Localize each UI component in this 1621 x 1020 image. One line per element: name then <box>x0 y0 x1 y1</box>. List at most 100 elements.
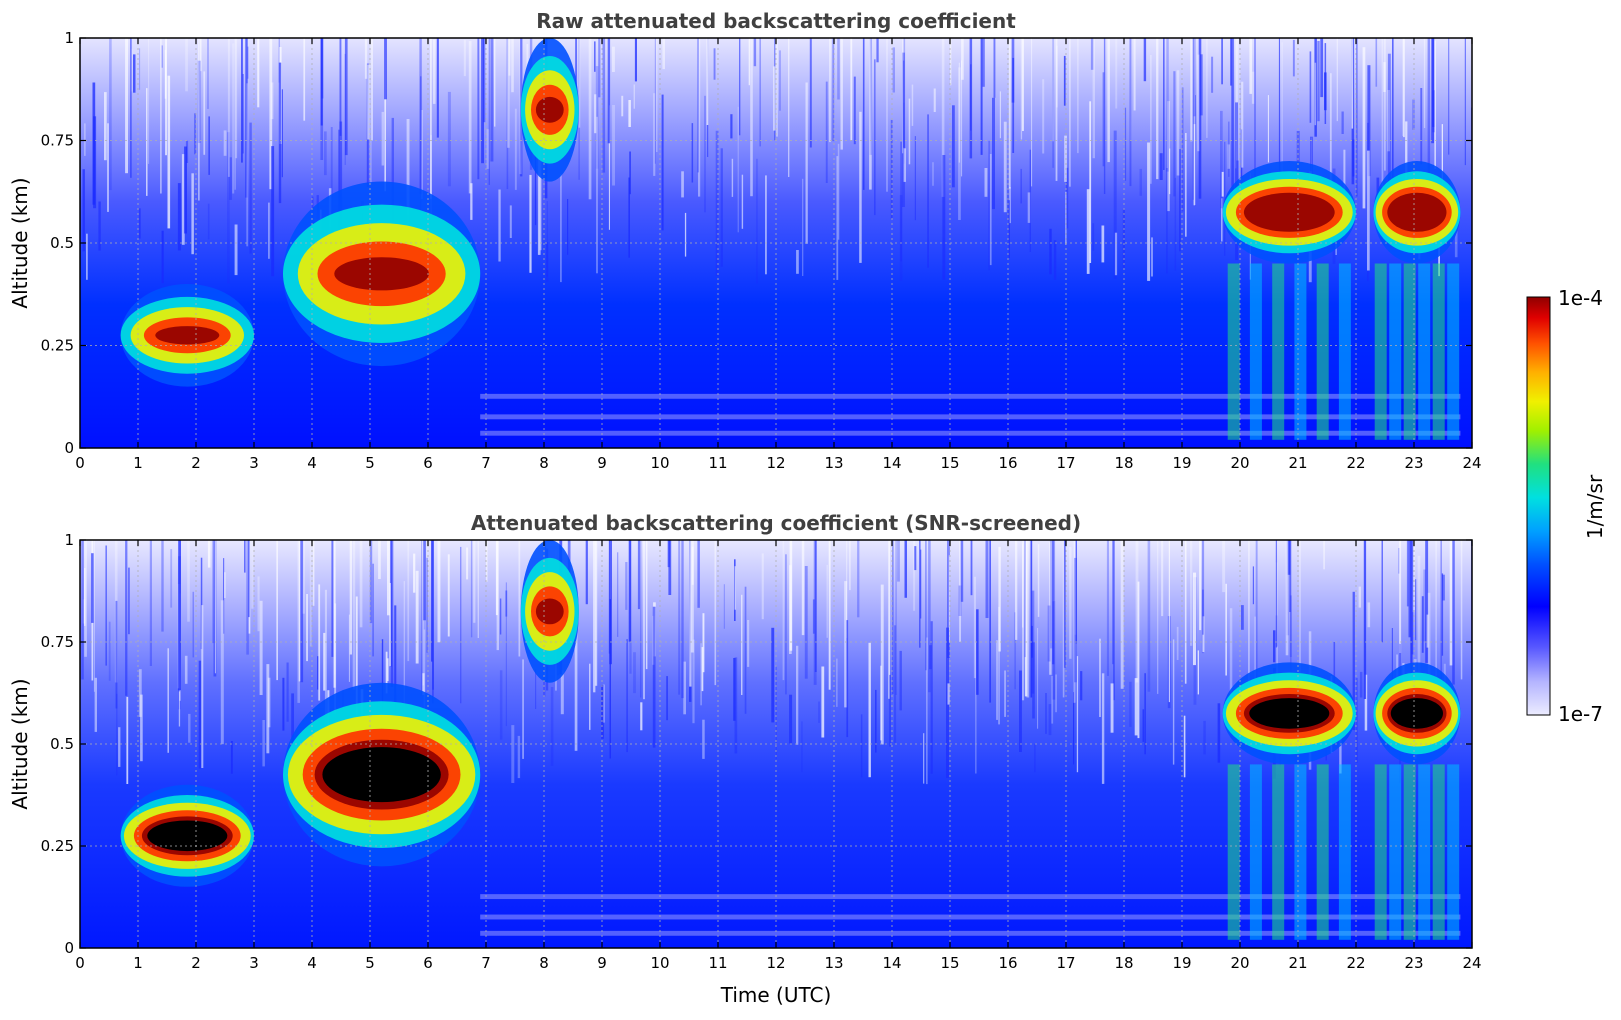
noise-streak <box>508 38 511 76</box>
noise-streak <box>789 694 793 744</box>
noise-streak <box>167 75 171 229</box>
x-tick-label: 19 <box>1172 454 1191 472</box>
cloud-core <box>1390 698 1443 729</box>
noise-streak <box>1049 542 1052 675</box>
noise-streak <box>539 123 542 251</box>
noise-streak <box>84 568 86 626</box>
noise-streak <box>1239 54 1241 187</box>
noise-streak <box>1090 38 1094 70</box>
noise-streak <box>339 38 342 136</box>
noise-streak <box>1198 38 1202 199</box>
noise-streak <box>421 540 423 696</box>
noise-streak <box>1448 38 1450 155</box>
noise-streak <box>550 687 554 766</box>
noise-streak <box>1289 595 1292 657</box>
noise-streak <box>947 540 950 658</box>
noise-streak <box>1103 38 1106 194</box>
noise-streak <box>234 224 238 276</box>
noise-streak <box>1309 51 1312 123</box>
noise-streak <box>426 557 428 653</box>
noise-streak <box>761 553 764 620</box>
x-tick-label: 14 <box>882 454 901 472</box>
noise-streak <box>1392 38 1394 193</box>
noise-streak <box>1159 153 1163 180</box>
noise-streak <box>349 540 352 655</box>
noise-streak <box>1254 38 1256 196</box>
noise-streak <box>246 540 249 655</box>
noise-streak <box>1004 670 1006 717</box>
noise-streak <box>1375 38 1378 87</box>
noise-streak <box>1240 129 1243 178</box>
noise-streak <box>514 108 517 190</box>
noise-streak <box>640 540 642 698</box>
noise-streak <box>107 123 109 212</box>
noise-streak <box>220 600 224 745</box>
noise-streak <box>941 38 945 197</box>
noise-streak <box>148 38 150 164</box>
noise-streak <box>895 540 897 695</box>
noise-streak <box>114 540 118 683</box>
noise-streak <box>779 50 781 111</box>
noise-streak <box>645 540 648 670</box>
noise-streak <box>980 38 983 155</box>
noise-streak <box>82 169 85 252</box>
noise-streak <box>324 131 327 176</box>
fall-streak <box>1447 764 1460 940</box>
noise-streak <box>656 38 658 152</box>
noise-streak <box>628 100 631 127</box>
noise-streak <box>969 38 973 159</box>
noise-streak <box>251 540 254 609</box>
noise-streak <box>1220 110 1223 209</box>
noise-streak <box>1367 65 1371 177</box>
noise-streak <box>419 38 422 195</box>
noise-streak <box>836 658 838 707</box>
noise-streak <box>431 540 433 662</box>
noise-streak <box>609 540 612 665</box>
noise-streak <box>1427 592 1431 710</box>
noise-streak <box>932 162 934 186</box>
noise-streak <box>420 110 423 200</box>
noise-streak <box>853 76 856 145</box>
noise-streak <box>473 540 476 623</box>
noise-streak <box>1055 38 1058 181</box>
y-tick-label: 0.75 <box>41 633 74 651</box>
noise-streak <box>1092 223 1095 251</box>
fall-streak <box>1432 263 1445 440</box>
noise-streak <box>381 639 384 718</box>
noise-streak <box>1241 81 1244 168</box>
noise-streak <box>844 581 848 708</box>
noise-streak <box>1113 540 1115 701</box>
x-tick-label: 19 <box>1172 954 1191 972</box>
noise-streak <box>1229 608 1233 702</box>
noise-streak <box>1286 540 1290 636</box>
noise-streak <box>324 589 327 746</box>
noise-streak <box>1442 574 1445 601</box>
noise-streak <box>1384 38 1386 171</box>
noise-streak <box>262 720 265 767</box>
noise-streak <box>837 143 840 240</box>
noise-streak <box>1113 130 1117 279</box>
chart-title: Raw attenuated backscattering coefficien… <box>536 9 1016 33</box>
noise-streak <box>684 212 687 257</box>
noise-streak <box>1185 133 1187 237</box>
x-tick-label: 6 <box>423 454 433 472</box>
noise-streak <box>1273 630 1276 663</box>
noise-streak <box>1248 540 1250 692</box>
noise-streak <box>241 38 243 163</box>
noise-streak <box>1063 540 1066 668</box>
x-tick-label: 14 <box>882 954 901 972</box>
noise-streak <box>1202 589 1204 635</box>
noise-streak <box>384 38 386 192</box>
noise-streak <box>372 563 374 657</box>
noise-streak <box>384 38 387 100</box>
noise-streak <box>776 38 778 137</box>
noise-streak <box>323 632 326 691</box>
noise-streak <box>1356 38 1358 197</box>
noise-streak <box>1163 38 1165 170</box>
noise-streak <box>1425 540 1429 663</box>
noise-streak <box>697 540 700 608</box>
noise-streak <box>1101 225 1105 263</box>
noise-streak <box>633 84 635 109</box>
noise-streak <box>753 38 757 67</box>
noise-streak <box>836 156 839 280</box>
